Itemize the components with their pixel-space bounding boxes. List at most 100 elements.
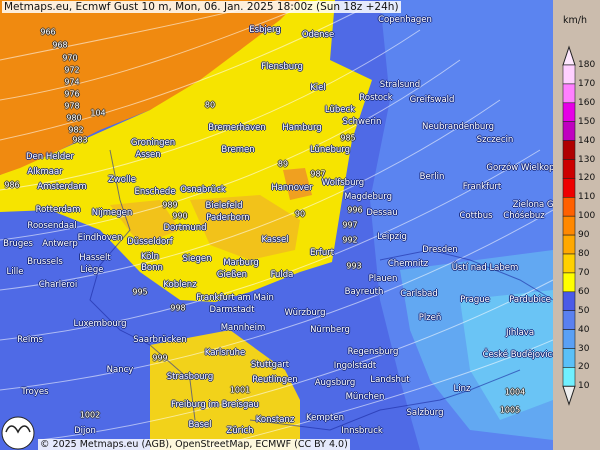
isobar-label: 996 [347,205,363,215]
city-label: Kassel [261,235,289,245]
city-label: Zwolle [108,175,136,185]
city-label: Antwerp [42,239,78,249]
isobar-label: 985 [340,133,356,143]
legend-tick: 160 [578,97,596,108]
legend-tick: 120 [578,173,596,184]
city-label: Stralsund [379,80,421,90]
city-label: Bonn [141,263,163,273]
city-label: Paderborn [206,213,250,223]
city-label: Liège [80,265,104,275]
city-label: Chóśebuz [503,211,545,221]
isobar-label: 993 [346,261,362,271]
legend-max-arrow [562,45,576,66]
legend-tick: 180 [578,60,596,70]
legend-tick: 10 [578,381,590,392]
legend-swatch [562,348,576,368]
city-label: Basel [188,420,212,430]
legend-tick: 20 [578,362,590,373]
city-label: Troyes [21,387,49,397]
legend-swatch [562,367,576,387]
isobar-label: 980 [66,113,82,123]
city-label: Plzeň [418,313,442,323]
legend-swatch [562,83,576,104]
isobar-label: 972 [64,65,80,75]
city-label: Berlin [419,172,445,182]
city-label: Luxembourg [73,319,127,329]
city-label: Frankfurt [462,182,502,192]
city-label: Gorzów Wielkopolski [486,163,553,173]
city-label: Reims [17,335,43,345]
legend-swatch [562,140,576,160]
city-label: Magdeburg [343,192,393,202]
legend-unit: km/h [563,15,587,26]
city-label: Fulda [270,270,294,280]
city-label: Flensburg [261,62,303,72]
zone-orange [0,0,300,175]
zone-yellow-south [150,330,300,450]
legend-swatch [562,291,576,311]
legend-swatch [562,178,576,198]
isobar-label: 986 [4,180,20,190]
city-label: Bayreuth [344,287,384,297]
legend-tick: 110 [578,192,596,203]
legend-tick: 40 [578,324,590,335]
city-label: Greifswald [409,95,455,105]
city-label: Frankfurt am Main [196,293,274,303]
city-label: Hamburg [282,123,322,133]
city-label: Eindhoven [77,233,123,243]
city-label: Reutlingen [252,375,298,385]
legend-min-arrow [562,385,576,406]
isobar-label: 970 [62,53,78,63]
legend-swatch [562,272,576,293]
legend-swatch [562,310,576,330]
city-label: Rotterdam [35,205,81,215]
legend-swatch [562,102,576,123]
legend-tick: 80 [578,249,590,259]
city-label: Konstanz [255,415,295,425]
zone-gold [110,195,300,260]
city-label: Dresden [422,245,458,255]
city-label: Lüneburg [309,145,351,155]
legend-tick: 70 [578,267,590,278]
city-label: Charleroi [38,280,78,290]
weather-map[interactable]: Copenhagen Odense Esbjerg Flensburg Kiel Stra… [0,0,553,450]
legend-swatch [562,234,576,255]
legend-swatch [562,253,576,274]
city-label: Alkmaar [27,167,63,177]
city-label: Düsseldorf [127,237,173,247]
city-label: Erfurt [309,248,335,258]
isobar-label: 104 [90,108,106,118]
city-label: Chemnitz [387,259,429,269]
city-label: München [345,392,385,402]
legend-swatch [562,121,576,141]
city-label: Mannheim [220,323,266,333]
legend-tick: 100 [578,211,596,222]
city-label: Karlsruhe [204,348,246,358]
city-label: Linz [453,384,471,394]
city-label: Freiburg im Breisgau [171,400,259,410]
isobar-label: 982 [68,125,84,135]
city-label: Dijon [74,426,96,436]
isobar-label: 1001 [229,385,251,395]
metmaps-logo [1,416,35,450]
zone-orange-patch [283,168,312,200]
city-label: Enschede [134,187,176,197]
isobar-label: 966 [40,27,56,37]
city-label: České Budějovice [482,350,553,360]
legend-tick: 50 [578,305,590,316]
city-label: Prague [460,295,490,305]
city-label: Darmstadt [209,305,255,315]
city-label: Rostock [359,93,393,103]
city-label: Landshut [370,375,410,385]
city-label: Bruges [3,239,33,249]
zone-20-30 [460,290,553,420]
isobar-label: 1004 [504,387,526,397]
isobar-label: 1005 [499,405,521,415]
isobar-label: 998 [170,303,186,313]
city-label: Bremerhaven [208,123,266,133]
city-label: Neubrandenburg [422,122,494,132]
city-label: Wolfsburg [321,178,365,188]
legend-colorbar [562,45,576,406]
city-label: Strasbourg [166,372,214,382]
city-label: Siegen [182,254,212,264]
